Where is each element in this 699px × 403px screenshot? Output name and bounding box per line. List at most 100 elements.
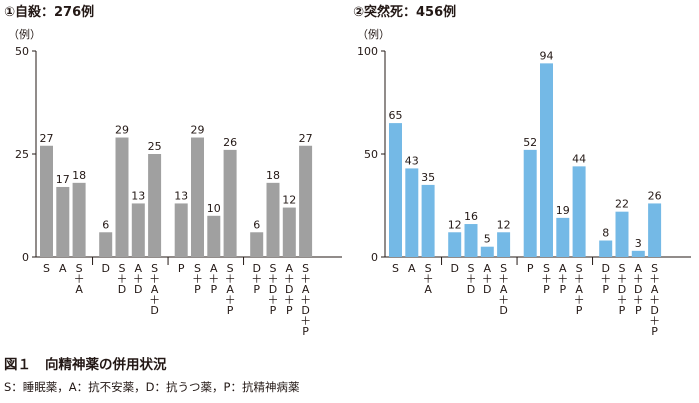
bar [250, 232, 264, 257]
x-tick-label: P [178, 262, 185, 275]
bar [405, 168, 419, 257]
bar [191, 137, 204, 257]
data-label: 18 [266, 169, 280, 182]
bar [299, 145, 313, 257]
x-tick-label: D ＋ P [600, 262, 611, 296]
x-tick-label: S ＋ A ＋ D ＋ P [300, 262, 311, 338]
bar [648, 203, 662, 257]
data-label: 35 [421, 171, 435, 184]
x-tick-label: A ＋ P [557, 262, 568, 296]
figure-label: 図１ [4, 357, 31, 373]
data-label: 12 [497, 218, 511, 231]
bar [282, 207, 296, 257]
x-tick-label: S ＋ A [74, 262, 85, 296]
sudden-death-chart: ②突然死：456例 （例） 0 50 100 65 S 43 A 35 S ＋ A 12 D 16 S ＋ D 5 A ＋… [353, 4, 691, 338]
figure-caption: 図１ 向精神薬の併用状況 S：睡眠薬，A：抗不安薬，D：抗うつ薬，P：抗精神病薬 [4, 356, 299, 396]
data-label: 52 [523, 136, 537, 149]
x-tick-label: P [527, 262, 534, 275]
x-tick-label: A [59, 262, 67, 275]
bar [148, 154, 162, 257]
x-tick-label: S ＋ P [541, 262, 552, 296]
bar [40, 145, 53, 257]
data-label: 29 [191, 124, 205, 137]
bar [523, 149, 537, 257]
bar [464, 224, 478, 257]
bar [99, 232, 113, 257]
data-label: 94 [540, 49, 554, 62]
data-label: 17 [56, 173, 70, 186]
figure-title-line: 図１ 向精神薬の併用状況 [4, 356, 299, 374]
x-tick-label: S ＋ A ＋ D [498, 262, 509, 317]
bar [497, 232, 511, 257]
data-label: 12 [282, 194, 296, 207]
data-label: 5 [484, 233, 491, 246]
x-tick-label: S ＋ A ＋ D ＋ P [649, 262, 660, 338]
bar [540, 63, 553, 257]
bar [615, 211, 629, 257]
data-label: 6 [253, 218, 260, 231]
data-label: 25 [148, 140, 162, 153]
data-label: 6 [102, 218, 109, 231]
y-tick-label: 0 [371, 251, 378, 264]
data-label: 22 [615, 198, 629, 211]
data-label: 19 [556, 204, 570, 217]
data-label: 12 [448, 218, 462, 231]
y-axis-unit: （例） [8, 27, 41, 41]
x-tick-label: A ＋ D ＋ P [284, 262, 295, 317]
data-label: 16 [464, 210, 478, 223]
y-tick-label: 50 [364, 148, 378, 161]
x-tick-label: S ＋ P [192, 262, 203, 296]
x-tick-label: S ＋ D ＋ P [617, 262, 628, 317]
figure-title: 向精神薬の併用状況 [45, 357, 167, 373]
bar [56, 186, 70, 257]
bar [115, 137, 129, 257]
x-tick-label: S ＋ A ＋ P [574, 262, 585, 317]
bar [448, 232, 462, 257]
data-label: 26 [648, 189, 662, 202]
x-tick-label: S ＋ D ＋ P [268, 262, 279, 317]
x-tick-label: D ＋ P [251, 262, 262, 296]
y-tick-label: 0 [22, 251, 29, 264]
data-label: 13 [174, 189, 188, 202]
data-label: 44 [572, 152, 586, 165]
x-tick-label: S ＋ A ＋ D [149, 262, 160, 317]
bar [631, 250, 645, 257]
data-label: 18 [72, 169, 86, 182]
x-tick-label: D [101, 262, 109, 275]
chart-title: ②突然死：456例 [353, 4, 456, 20]
suicide-chart: ①自殺：276例 （例） 0 25 50 27 S 17 A 18 S ＋ A 6 D 29 S ＋ D 13 A ＋ D 2… [4, 4, 342, 338]
x-tick-label: A ＋ P [208, 262, 219, 296]
data-label: 29 [115, 124, 129, 137]
bar [572, 166, 586, 257]
x-tick-label: D [450, 262, 458, 275]
y-tick-label: 100 [357, 45, 378, 58]
x-tick-label: S [43, 262, 50, 275]
x-tick-label: A ＋ D ＋ P [633, 262, 644, 317]
chart-title: ①自殺：276例 [4, 4, 94, 20]
data-label: 3 [635, 237, 642, 250]
y-axis-unit: （例） [357, 27, 390, 41]
bar [389, 123, 402, 257]
data-label: 13 [131, 189, 145, 202]
data-label: 43 [405, 154, 419, 167]
x-tick-label: S ＋ D [466, 262, 477, 296]
bar [174, 203, 188, 257]
bar [480, 246, 494, 257]
figure-note: S：睡眠薬，A：抗不安薬，D：抗うつ薬，P：抗精神病薬 [4, 380, 300, 394]
bar [421, 184, 435, 257]
bar [223, 149, 237, 257]
x-tick-label: S ＋ D [117, 262, 128, 296]
data-label: 27 [40, 132, 54, 145]
x-tick-label: A ＋ D [133, 262, 144, 296]
bar [599, 240, 613, 257]
bar [72, 182, 86, 257]
x-tick-label: A ＋ D [482, 262, 493, 296]
bar [207, 215, 221, 257]
data-label: 8 [602, 227, 609, 240]
x-tick-label: S [392, 262, 399, 275]
x-tick-label: S ＋ A [423, 262, 434, 296]
data-label: 27 [299, 132, 313, 145]
x-tick-label: S ＋ A ＋ P [225, 262, 236, 317]
data-label: 65 [389, 109, 403, 122]
y-tick-label: 50 [15, 45, 29, 58]
